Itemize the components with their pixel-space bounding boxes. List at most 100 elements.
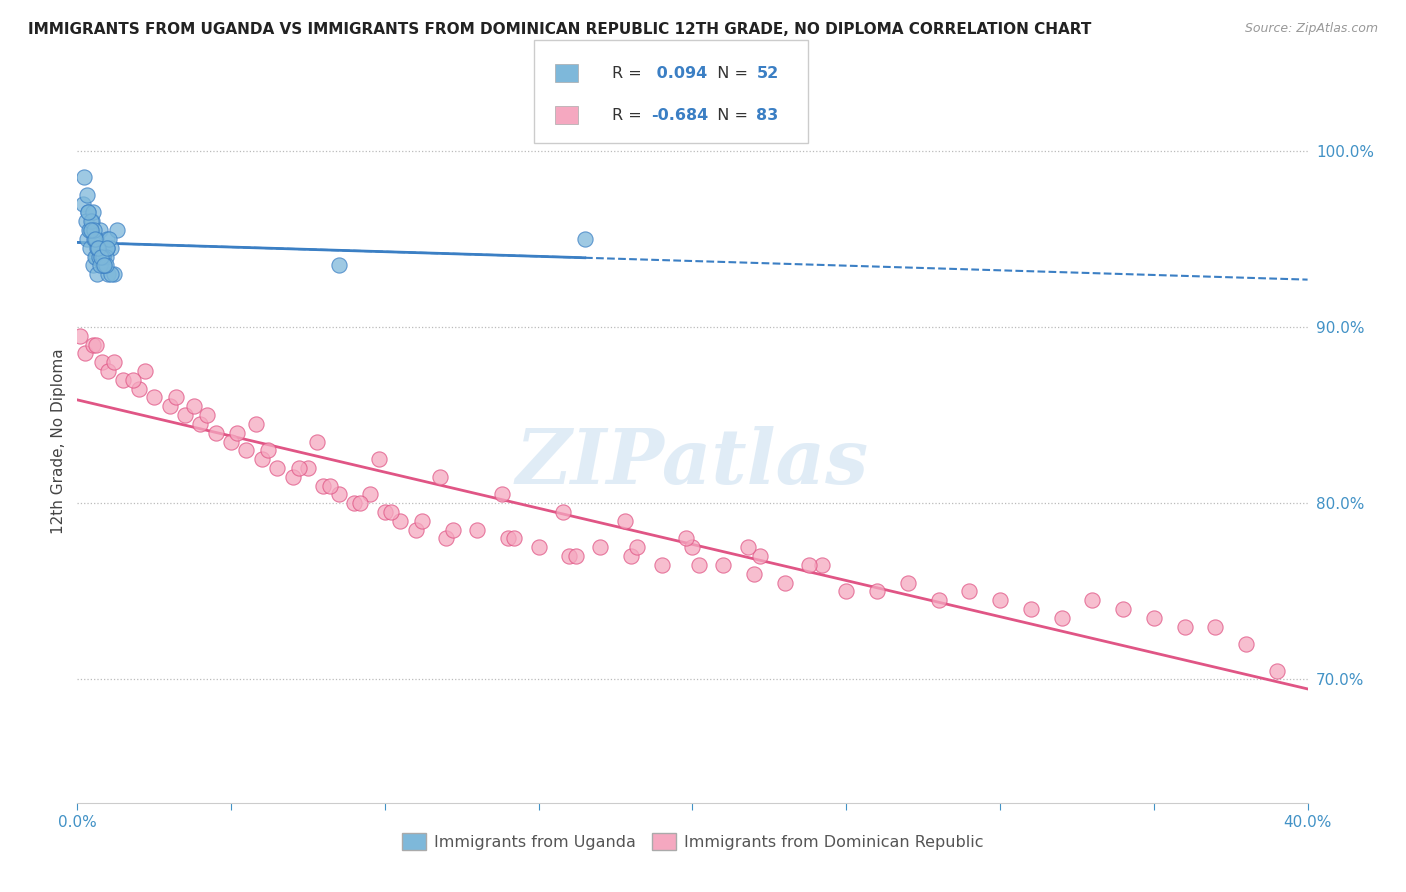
Point bbox=[496, 532, 519, 546]
Point bbox=[1204, 619, 1226, 633]
Point bbox=[1112, 602, 1135, 616]
Point bbox=[688, 558, 710, 572]
Point bbox=[93, 258, 115, 272]
Point bbox=[675, 532, 697, 546]
Point bbox=[82, 258, 104, 272]
Point bbox=[281, 470, 304, 484]
Point bbox=[80, 223, 103, 237]
Point bbox=[100, 241, 122, 255]
Point bbox=[83, 223, 105, 237]
Point bbox=[87, 241, 110, 255]
Point bbox=[94, 250, 117, 264]
Point bbox=[349, 496, 371, 510]
Point bbox=[749, 549, 772, 563]
Point bbox=[503, 532, 526, 546]
Point bbox=[73, 170, 96, 185]
Point bbox=[90, 250, 112, 264]
Point bbox=[112, 373, 135, 387]
Point bbox=[297, 461, 319, 475]
Point bbox=[389, 514, 412, 528]
Point bbox=[620, 549, 643, 563]
Point bbox=[250, 452, 273, 467]
Point bbox=[165, 391, 187, 405]
Point bbox=[76, 232, 98, 246]
Point bbox=[307, 434, 329, 449]
Point bbox=[1265, 664, 1288, 678]
Point bbox=[90, 250, 114, 264]
Point bbox=[328, 487, 350, 501]
Text: IMMIGRANTS FROM UGANDA VS IMMIGRANTS FROM DOMINICAN REPUBLIC 12TH GRADE, NO DIPL: IMMIGRANTS FROM UGANDA VS IMMIGRANTS FRO… bbox=[28, 22, 1091, 37]
Point bbox=[94, 241, 117, 255]
Point bbox=[128, 382, 150, 396]
Point bbox=[86, 241, 108, 255]
Point bbox=[86, 232, 108, 246]
Text: 52: 52 bbox=[756, 66, 779, 80]
Point bbox=[737, 541, 759, 555]
Point bbox=[91, 250, 114, 264]
Point bbox=[80, 223, 103, 237]
Point bbox=[96, 232, 118, 246]
Point bbox=[626, 541, 648, 555]
Point bbox=[988, 593, 1011, 607]
Point bbox=[89, 223, 111, 237]
Point bbox=[711, 558, 734, 572]
Point bbox=[367, 452, 389, 467]
Point bbox=[159, 399, 181, 413]
Point bbox=[80, 214, 103, 228]
Point bbox=[96, 241, 118, 255]
Point bbox=[89, 258, 111, 272]
Text: ZIPatlas: ZIPatlas bbox=[516, 426, 869, 500]
Text: R =: R = bbox=[612, 66, 647, 80]
Point bbox=[73, 346, 96, 360]
Point bbox=[318, 478, 340, 492]
Point bbox=[897, 575, 920, 590]
Point bbox=[97, 267, 120, 281]
Point bbox=[553, 505, 575, 519]
Point bbox=[1143, 611, 1166, 625]
Point bbox=[103, 267, 125, 281]
Point bbox=[957, 584, 980, 599]
Point bbox=[183, 399, 205, 413]
Point bbox=[219, 434, 242, 449]
Point bbox=[204, 425, 226, 440]
Point bbox=[75, 214, 97, 228]
Point bbox=[288, 461, 311, 475]
Legend: Immigrants from Uganda, Immigrants from Dominican Republic: Immigrants from Uganda, Immigrants from … bbox=[395, 827, 990, 856]
Point bbox=[928, 593, 950, 607]
Point bbox=[79, 241, 101, 255]
Point bbox=[436, 532, 458, 546]
Point bbox=[1234, 637, 1257, 651]
Point bbox=[651, 558, 673, 572]
Point bbox=[121, 373, 143, 387]
Point bbox=[429, 470, 451, 484]
Point bbox=[491, 487, 513, 501]
Point bbox=[343, 496, 366, 510]
Point bbox=[589, 541, 612, 555]
Point bbox=[380, 505, 402, 519]
Point bbox=[96, 241, 118, 255]
Point bbox=[359, 487, 381, 501]
Point bbox=[613, 514, 636, 528]
Point bbox=[266, 461, 288, 475]
Point bbox=[835, 584, 858, 599]
Point bbox=[441, 523, 464, 537]
Point bbox=[195, 408, 218, 422]
Point bbox=[527, 541, 550, 555]
Point bbox=[245, 417, 267, 431]
Point bbox=[91, 258, 114, 272]
Point bbox=[93, 258, 115, 272]
Point bbox=[1050, 611, 1073, 625]
Point bbox=[742, 566, 765, 581]
Point bbox=[89, 250, 111, 264]
Point bbox=[134, 364, 156, 378]
Point bbox=[810, 558, 832, 572]
Point bbox=[312, 478, 335, 492]
Point bbox=[96, 258, 118, 272]
Point bbox=[77, 223, 100, 237]
Point bbox=[93, 258, 115, 272]
Point bbox=[84, 250, 107, 264]
Point bbox=[174, 408, 197, 422]
Point bbox=[86, 241, 108, 255]
Point bbox=[558, 549, 581, 563]
Point bbox=[86, 267, 108, 281]
